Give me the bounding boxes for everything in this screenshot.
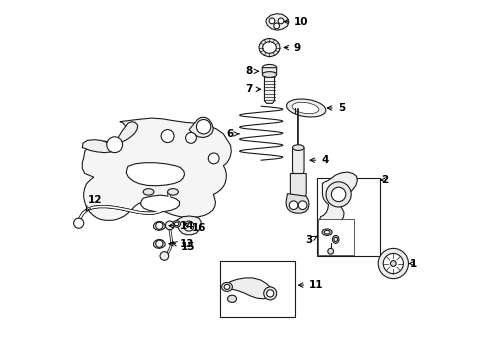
Circle shape [326, 182, 351, 207]
Ellipse shape [224, 284, 230, 289]
Polygon shape [82, 140, 117, 153]
Text: 15: 15 [172, 242, 196, 252]
Polygon shape [293, 148, 304, 175]
Ellipse shape [174, 222, 179, 226]
Polygon shape [189, 117, 213, 138]
Circle shape [289, 201, 298, 210]
Ellipse shape [262, 72, 277, 77]
Circle shape [328, 248, 334, 254]
Circle shape [196, 120, 211, 134]
Circle shape [186, 132, 196, 143]
Polygon shape [286, 194, 309, 213]
Text: 1: 1 [410, 258, 417, 269]
Polygon shape [291, 174, 306, 199]
Circle shape [264, 287, 277, 300]
Circle shape [160, 252, 169, 260]
Circle shape [107, 137, 122, 153]
Polygon shape [141, 195, 179, 212]
Text: 5: 5 [327, 103, 345, 113]
Ellipse shape [262, 64, 277, 71]
Text: 10: 10 [284, 17, 308, 27]
Circle shape [378, 248, 409, 279]
Polygon shape [320, 172, 357, 225]
Ellipse shape [334, 237, 338, 242]
Text: 14: 14 [169, 221, 194, 231]
Circle shape [383, 253, 403, 274]
Text: 2: 2 [381, 175, 389, 185]
FancyBboxPatch shape [220, 261, 295, 317]
Ellipse shape [143, 189, 154, 195]
Polygon shape [153, 239, 165, 248]
Circle shape [156, 240, 163, 247]
Ellipse shape [172, 221, 180, 227]
FancyBboxPatch shape [317, 178, 380, 256]
Circle shape [184, 221, 194, 231]
Text: 12: 12 [86, 195, 102, 211]
Ellipse shape [227, 295, 237, 302]
Ellipse shape [221, 282, 232, 292]
Polygon shape [176, 216, 201, 235]
Circle shape [391, 261, 396, 266]
Text: 11: 11 [298, 280, 323, 290]
Ellipse shape [168, 189, 178, 195]
Ellipse shape [322, 229, 332, 235]
Ellipse shape [259, 39, 280, 57]
Polygon shape [126, 163, 185, 186]
Text: 13: 13 [169, 239, 194, 249]
Text: 3: 3 [305, 235, 317, 246]
Circle shape [298, 201, 307, 210]
Circle shape [274, 23, 280, 29]
Circle shape [269, 18, 275, 24]
Ellipse shape [292, 102, 319, 114]
Ellipse shape [333, 235, 339, 243]
Circle shape [331, 187, 346, 202]
Circle shape [166, 221, 174, 230]
Polygon shape [262, 68, 277, 75]
Circle shape [267, 290, 274, 297]
Polygon shape [116, 122, 138, 145]
Text: 8: 8 [245, 66, 258, 76]
Circle shape [161, 130, 174, 143]
Text: 4: 4 [310, 155, 329, 165]
Polygon shape [82, 118, 231, 220]
Circle shape [208, 153, 219, 164]
Text: 16: 16 [184, 222, 206, 233]
Circle shape [74, 218, 84, 228]
Polygon shape [265, 75, 274, 103]
Text: 7: 7 [245, 84, 261, 94]
Polygon shape [223, 278, 272, 299]
Circle shape [156, 222, 163, 229]
Text: 9: 9 [284, 42, 301, 53]
Polygon shape [153, 221, 165, 230]
Polygon shape [266, 14, 289, 30]
Ellipse shape [293, 145, 304, 150]
Ellipse shape [287, 99, 326, 117]
Circle shape [278, 18, 284, 24]
FancyBboxPatch shape [318, 219, 354, 255]
Ellipse shape [324, 230, 330, 234]
Text: 6: 6 [226, 129, 239, 139]
Ellipse shape [263, 42, 276, 53]
